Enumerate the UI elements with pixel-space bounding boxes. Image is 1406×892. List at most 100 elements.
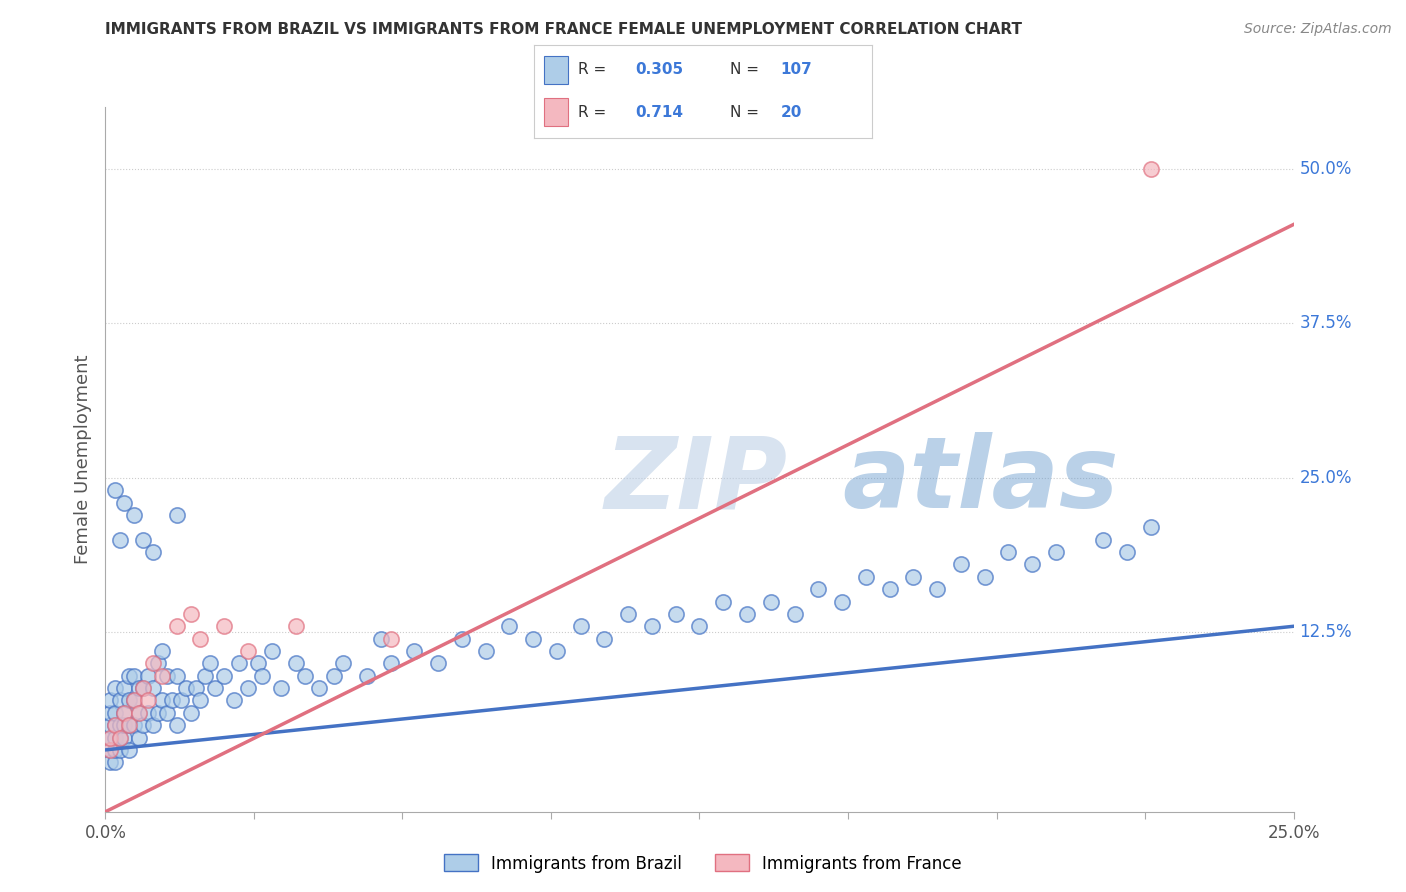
Point: [190, 632, 212, 646]
Point: [132, 533, 155, 547]
Point: [114, 731, 136, 745]
Point: [108, 731, 131, 745]
Point: [170, 693, 193, 707]
Text: 0.714: 0.714: [636, 104, 683, 120]
Point: [128, 731, 150, 745]
Point: [104, 718, 127, 732]
Point: [142, 657, 165, 671]
Point: [973, 570, 995, 584]
Point: [332, 657, 354, 671]
Point: [142, 718, 165, 732]
Point: [142, 545, 165, 559]
Y-axis label: Female Unemployment: Female Unemployment: [73, 355, 91, 564]
Point: [114, 706, 136, 720]
Point: [522, 632, 544, 646]
Point: [104, 483, 127, 498]
Point: [711, 594, 734, 608]
Point: [114, 706, 136, 720]
Point: [108, 731, 131, 745]
Point: [180, 706, 202, 720]
Text: N =: N =: [730, 62, 763, 78]
Point: [380, 632, 402, 646]
Point: [260, 644, 283, 658]
Point: [474, 644, 496, 658]
Point: [228, 657, 250, 671]
Point: [118, 743, 141, 757]
Point: [214, 669, 236, 683]
Point: [98, 693, 121, 707]
Point: [593, 632, 616, 646]
Point: [1045, 545, 1067, 559]
Point: [104, 706, 127, 720]
Point: [152, 693, 174, 707]
Point: [166, 669, 188, 683]
Text: 107: 107: [780, 62, 813, 78]
Point: [98, 743, 121, 757]
Point: [783, 607, 806, 621]
Point: [180, 607, 202, 621]
Point: [903, 570, 925, 584]
Point: [114, 496, 136, 510]
Point: [831, 594, 853, 608]
Point: [122, 508, 145, 522]
Point: [294, 669, 316, 683]
Point: [617, 607, 640, 621]
Point: [122, 669, 145, 683]
Text: 25.0%: 25.0%: [1299, 469, 1353, 487]
Point: [270, 681, 292, 695]
Point: [122, 718, 145, 732]
Point: [118, 718, 141, 732]
Point: [949, 558, 972, 572]
Point: [142, 681, 165, 695]
Point: [198, 657, 221, 671]
Text: 20: 20: [780, 104, 801, 120]
Point: [118, 693, 141, 707]
Text: R =: R =: [578, 104, 612, 120]
Bar: [544, 56, 568, 84]
Point: [108, 718, 131, 732]
Point: [104, 756, 127, 770]
Text: N =: N =: [730, 104, 763, 120]
Text: 12.5%: 12.5%: [1299, 624, 1353, 641]
Point: [118, 718, 141, 732]
Point: [450, 632, 472, 646]
Point: [108, 743, 131, 757]
Point: [569, 619, 592, 633]
Text: atlas: atlas: [842, 432, 1119, 529]
Point: [136, 693, 159, 707]
Point: [308, 681, 330, 695]
Point: [174, 681, 197, 695]
Point: [380, 657, 402, 671]
Point: [98, 756, 121, 770]
Point: [114, 718, 136, 732]
Point: [322, 669, 344, 683]
Point: [252, 669, 274, 683]
Point: [122, 693, 145, 707]
Point: [152, 669, 174, 683]
Text: IMMIGRANTS FROM BRAZIL VS IMMIGRANTS FROM FRANCE FEMALE UNEMPLOYMENT CORRELATION: IMMIGRANTS FROM BRAZIL VS IMMIGRANTS FRO…: [105, 22, 1022, 37]
Point: [128, 706, 150, 720]
Point: [879, 582, 901, 597]
Point: [160, 693, 183, 707]
Point: [1140, 520, 1163, 534]
Point: [855, 570, 877, 584]
Point: [166, 619, 188, 633]
Point: [166, 508, 188, 522]
Point: [807, 582, 830, 597]
Point: [128, 706, 150, 720]
Point: [1092, 533, 1115, 547]
Point: [98, 743, 121, 757]
Point: [236, 681, 259, 695]
Point: [214, 619, 236, 633]
Point: [104, 731, 127, 745]
Point: [546, 644, 568, 658]
Point: [136, 669, 159, 683]
Text: 37.5%: 37.5%: [1299, 314, 1353, 333]
Text: 50.0%: 50.0%: [1299, 160, 1351, 178]
Point: [146, 657, 169, 671]
Point: [194, 669, 217, 683]
Point: [284, 657, 307, 671]
Point: [735, 607, 758, 621]
Point: [98, 706, 121, 720]
Point: [136, 706, 159, 720]
